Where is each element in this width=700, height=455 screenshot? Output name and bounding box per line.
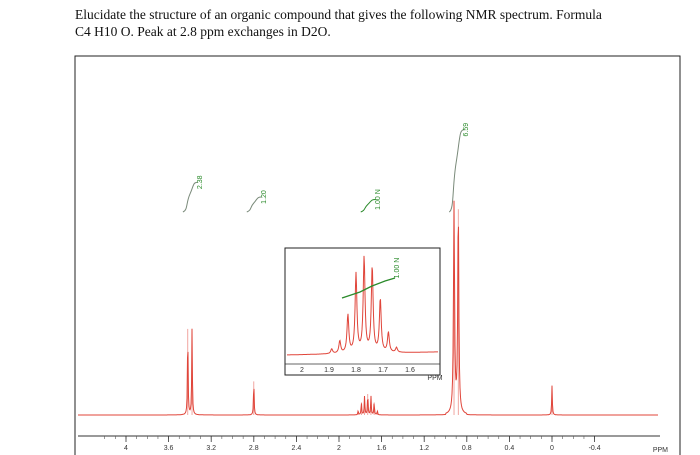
spectrum xyxy=(78,200,658,416)
tick-label: 1.6 xyxy=(377,445,387,452)
inset-spectrum-line xyxy=(287,255,438,356)
integral-curve xyxy=(246,196,262,213)
inset-tick-label: 1.7 xyxy=(378,367,388,374)
inset-integral-label: 1.00 N xyxy=(394,258,401,279)
integral-curve xyxy=(448,129,465,213)
question-text: Elucidate the structure of an organic co… xyxy=(75,6,675,40)
tick-label: 2.4 xyxy=(292,445,302,452)
inset-x-axis-label: PPM xyxy=(427,375,442,382)
chart-frame xyxy=(74,55,681,455)
integral-label: 2.38 xyxy=(197,175,204,189)
inset-tick-label: 1.8 xyxy=(351,367,361,374)
integral-label: 6.59 xyxy=(463,123,470,137)
frame-border xyxy=(74,55,681,455)
tick-label: 0 xyxy=(550,445,554,452)
tick-label: 4 xyxy=(124,445,128,452)
tick-label: -0.4 xyxy=(589,445,601,452)
x-axis-label: PPM xyxy=(653,447,668,454)
x-axis: 4 3.6 3.2 2.8 2.4 2 1.6 1.2 0.8 0.4 0 -0.4 PPM xyxy=(78,435,668,454)
integral-curve xyxy=(360,199,376,213)
question-line-1: Elucidate the structure of an organic co… xyxy=(75,7,602,22)
inset-integral-curve xyxy=(341,277,396,299)
integral-label: 1.20 xyxy=(261,190,268,204)
integral-label: 1.00 N xyxy=(375,189,382,210)
inset-expansion: 1.00 N 2 1.9 1.8 1.7 1.6 PPM xyxy=(284,247,443,382)
tick-label: 3.2 xyxy=(206,445,216,452)
inset-tick-label: 1.9 xyxy=(324,367,334,374)
tick-label: 2.8 xyxy=(249,445,259,452)
question-line-2: C4 H10 O. Peak at 2.8 ppm exchanges in D… xyxy=(75,24,331,39)
inset-tick-label: 2 xyxy=(300,367,304,374)
tick-label: 3.6 xyxy=(164,445,174,452)
integral-curve xyxy=(182,181,198,213)
tick-label: 0.8 xyxy=(462,445,472,452)
tick-label: 1.2 xyxy=(419,445,429,452)
tick-label: 0.4 xyxy=(505,445,515,452)
inset-tick-label: 1.6 xyxy=(405,367,415,374)
tick-label: 2 xyxy=(337,445,341,452)
integrals: 2.38 1.20 1.00 N 6.59 xyxy=(182,123,470,213)
